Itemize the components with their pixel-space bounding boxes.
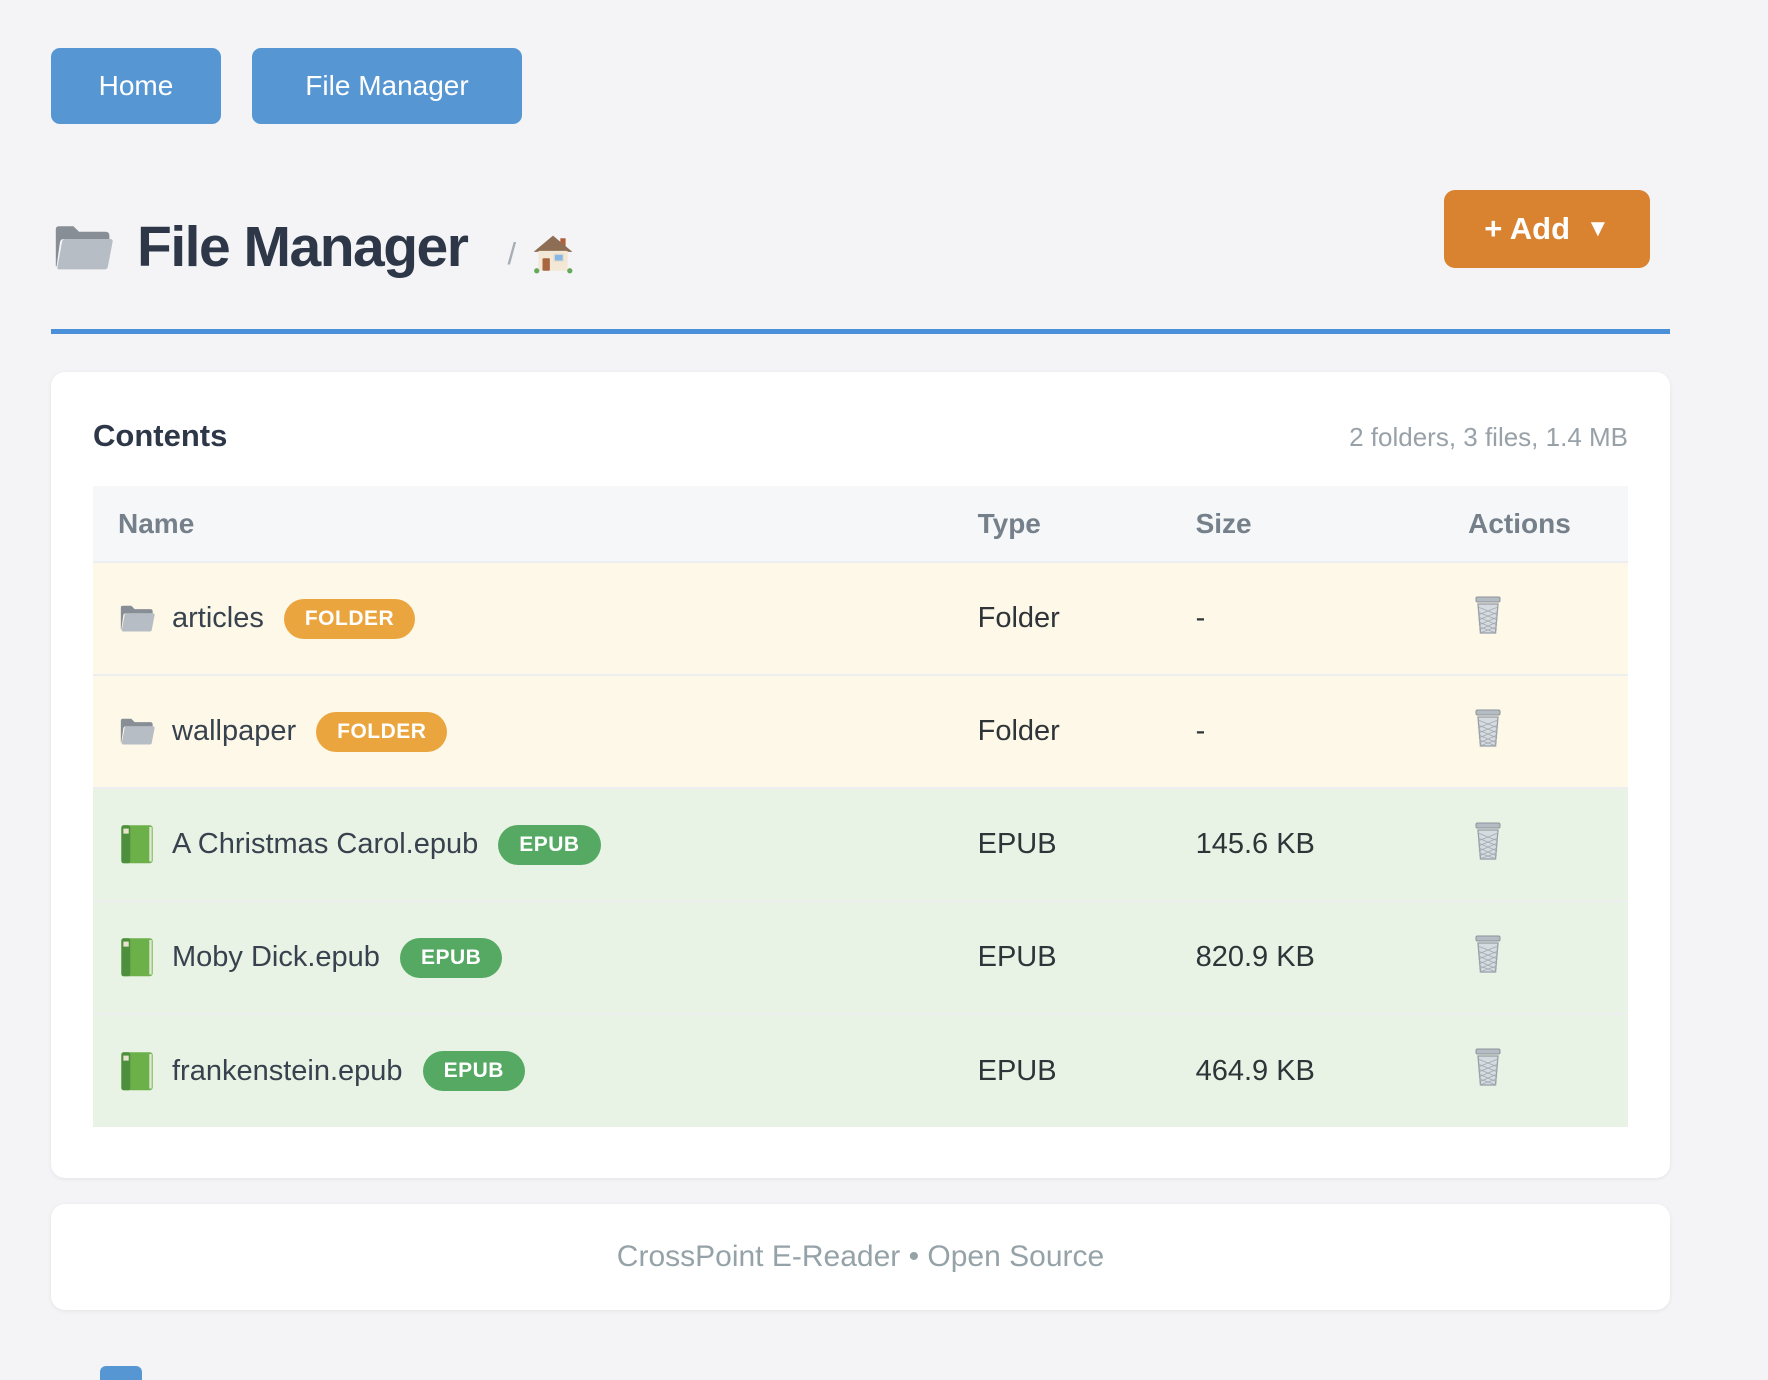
top-nav: Home File Manager (51, 48, 522, 124)
column-header-name: Name (93, 486, 953, 562)
trash-icon (1471, 1047, 1505, 1090)
type-badge: EPUB (422, 1051, 525, 1091)
book-icon (118, 1052, 156, 1090)
partial-button[interactable] (100, 1366, 142, 1380)
page-header: File Manager / (51, 200, 574, 294)
file-table-body: articles FOLDER Folder - (93, 562, 1628, 1127)
column-header-type: Type (952, 486, 1171, 562)
trash-icon (1471, 934, 1505, 977)
add-button-label: + Add (1484, 211, 1571, 246)
file-name[interactable]: wallpaper (172, 715, 297, 747)
file-manager-button[interactable]: File Manager (252, 48, 522, 124)
trash-icon (1471, 708, 1505, 751)
file-size: 145.6 KB (1195, 828, 1315, 860)
table-row: Moby Dick.epub EPUB EPUB 820.9 KB (93, 901, 1628, 1014)
file-name[interactable]: Moby Dick.epub (172, 941, 380, 973)
book-icon (118, 825, 156, 864)
delete-button[interactable] (1471, 595, 1505, 638)
file-type: EPUB (977, 1054, 1057, 1087)
breadcrumb-separator: / (507, 236, 517, 271)
file-type: Folder (977, 602, 1060, 634)
contents-title: Contents (93, 418, 228, 453)
column-header-actions: Actions (1413, 486, 1628, 562)
book-icon (118, 938, 156, 977)
type-badge: FOLDER (316, 711, 448, 752)
add-button[interactable]: + Add ▼ (1444, 190, 1650, 268)
folder-icon (118, 600, 156, 638)
file-table: Name Type Size Actions articles FOLDER F… (93, 486, 1628, 1127)
trash-icon (1471, 595, 1505, 638)
home-button[interactable]: Home (51, 48, 221, 124)
chevron-down-icon: ▼ (1586, 215, 1610, 242)
footer-text: CrossPoint E-Reader • Open Source (616, 1240, 1105, 1273)
title-divider (51, 329, 1670, 334)
file-name[interactable]: articles (172, 602, 264, 634)
file-type: EPUB (977, 941, 1057, 973)
file-size: 820.9 KB (1195, 941, 1315, 973)
trash-icon (1471, 821, 1505, 864)
column-header-size: Size (1170, 486, 1414, 562)
table-row: wallpaper FOLDER Folder - (93, 675, 1628, 788)
table-row: A Christmas Carol.epub EPUB EPUB 145.6 K… (93, 788, 1628, 901)
delete-button[interactable] (1471, 1047, 1505, 1090)
delete-button[interactable] (1471, 821, 1505, 864)
contents-panel: Contents 2 folders, 3 files, 1.4 MB Name… (51, 372, 1670, 1178)
footer: CrossPoint E-Reader • Open Source (51, 1204, 1670, 1310)
table-row: frankenstein.epub EPUB EPUB 464.9 KB (93, 1014, 1628, 1127)
home-breadcrumb-icon[interactable] (532, 234, 574, 274)
page-content: Home File Manager File Manager / (51, 0, 1670, 1380)
delete-button[interactable] (1471, 708, 1505, 751)
file-type: Folder (977, 715, 1060, 747)
file-size: - (1195, 715, 1206, 747)
page-title: File Manager (137, 215, 469, 279)
contents-summary: 2 folders, 3 files, 1.4 MB (1349, 422, 1628, 452)
file-size: 464.9 KB (1195, 1054, 1315, 1087)
type-badge: EPUB (498, 824, 601, 865)
folder-icon (118, 713, 156, 751)
file-size: - (1195, 602, 1206, 634)
file-type: EPUB (977, 828, 1057, 860)
table-row: articles FOLDER Folder - (93, 562, 1628, 675)
folder-icon (51, 219, 115, 275)
type-badge: FOLDER (283, 598, 416, 639)
file-name[interactable]: frankenstein.epub (172, 1054, 403, 1087)
file-name[interactable]: A Christmas Carol.epub (172, 828, 479, 860)
breadcrumb: / (507, 234, 574, 274)
file-table-header: Name Type Size Actions (93, 486, 1628, 562)
type-badge: EPUB (399, 937, 503, 978)
contents-header: Contents 2 folders, 3 files, 1.4 MB (93, 418, 1628, 454)
delete-button[interactable] (1471, 934, 1505, 977)
